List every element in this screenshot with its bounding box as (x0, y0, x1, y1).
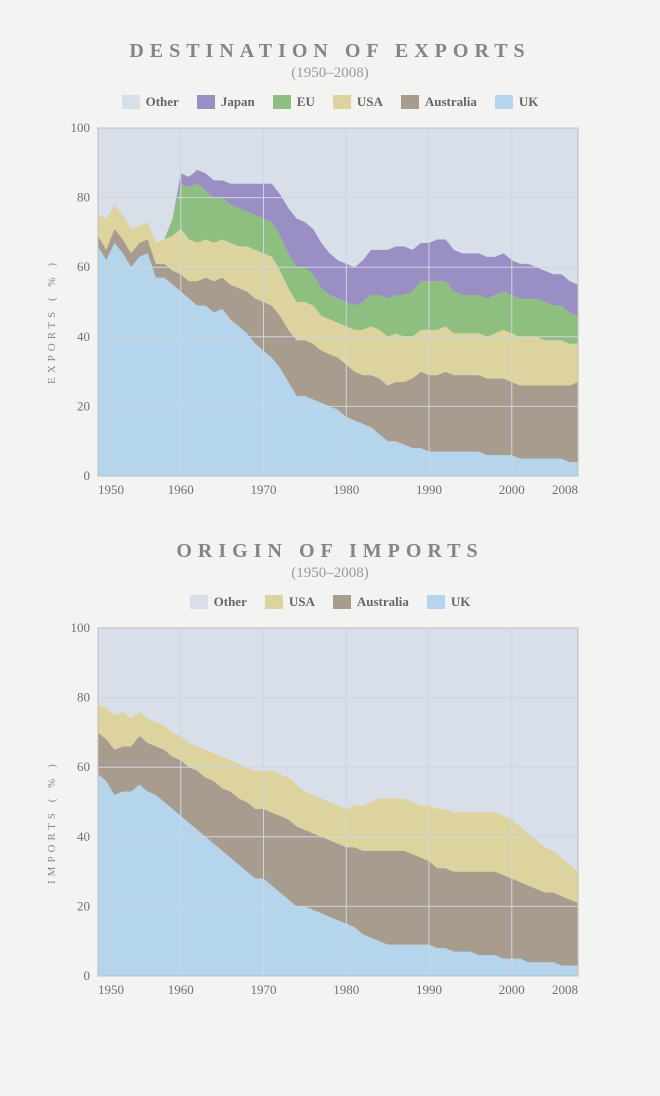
exports-title: DESTINATION OF EXPORTS (40, 40, 620, 63)
svg-text:1970: 1970 (251, 482, 277, 497)
legend-item-australia: Australia (401, 94, 477, 110)
svg-text:2000: 2000 (499, 482, 525, 497)
legend-label: Other (214, 594, 247, 610)
svg-text:0: 0 (84, 968, 91, 983)
exports-plot: 0 20 40 60 80 100 1950 1960 1970 1980 1990 2000 2008 (58, 120, 620, 500)
legend-label: Japan (221, 94, 255, 110)
imports-legend: Other USA Australia UK (40, 594, 620, 610)
legend-swatch (333, 95, 351, 109)
legend-label: UK (519, 94, 539, 110)
svg-text:80: 80 (77, 190, 90, 205)
legend-label: Australia (357, 594, 409, 610)
page: DESTINATION OF EXPORTS (1950–2008) Other… (0, 0, 660, 1080)
legend-swatch (333, 595, 351, 609)
svg-text:100: 100 (71, 120, 91, 135)
exports-chart-block: DESTINATION OF EXPORTS (1950–2008) Other… (40, 40, 620, 500)
exports-legend: Other Japan EU USA Australia UK (40, 94, 620, 110)
legend-swatch (427, 595, 445, 609)
imports-plot: 0 20 40 60 80 100 1950 1960 1970 1980 1990 2000 2008 (58, 620, 620, 1000)
svg-text:20: 20 (77, 898, 90, 913)
svg-text:0: 0 (84, 468, 91, 483)
imports-ylabel: IMPORTS ( % ) (40, 620, 58, 1000)
legend-label: USA (289, 594, 315, 610)
svg-text:1960: 1960 (168, 982, 194, 997)
legend-item-usa: USA (265, 594, 315, 610)
legend-swatch (197, 95, 215, 109)
svg-text:1980: 1980 (333, 982, 359, 997)
svg-text:1960: 1960 (168, 482, 194, 497)
svg-text:20: 20 (77, 398, 90, 413)
legend-label: USA (357, 94, 383, 110)
svg-text:40: 40 (77, 829, 90, 844)
svg-text:1990: 1990 (416, 982, 442, 997)
imports-title: ORIGIN OF IMPORTS (40, 540, 620, 563)
svg-text:1980: 1980 (333, 482, 359, 497)
legend-swatch (122, 95, 140, 109)
legend-label: UK (451, 594, 471, 610)
legend-item-uk: UK (495, 94, 539, 110)
svg-text:1990: 1990 (416, 482, 442, 497)
svg-text:100: 100 (71, 620, 91, 635)
imports-subtitle: (1950–2008) (40, 565, 620, 582)
svg-text:1950: 1950 (98, 982, 124, 997)
exports-ylabel: EXPORTS ( % ) (40, 120, 58, 500)
svg-text:60: 60 (77, 259, 90, 274)
legend-item-eu: EU (273, 94, 315, 110)
legend-item-usa: USA (333, 94, 383, 110)
imports-chart-block: ORIGIN OF IMPORTS (1950–2008) Other USA Au… (40, 540, 620, 1000)
legend-item-other: Other (190, 594, 247, 610)
svg-text:1970: 1970 (251, 982, 277, 997)
legend-swatch (190, 595, 208, 609)
svg-text:1950: 1950 (98, 482, 124, 497)
svg-text:80: 80 (77, 690, 90, 705)
exports-subtitle: (1950–2008) (40, 65, 620, 82)
legend-swatch (273, 95, 291, 109)
legend-item-uk: UK (427, 594, 471, 610)
legend-label: Other (146, 94, 179, 110)
svg-text:60: 60 (77, 759, 90, 774)
legend-item-japan: Japan (197, 94, 255, 110)
legend-swatch (401, 95, 419, 109)
legend-label: Australia (425, 94, 477, 110)
svg-text:2000: 2000 (499, 982, 525, 997)
legend-item-other: Other (122, 94, 179, 110)
svg-text:2008: 2008 (552, 482, 578, 497)
svg-text:2008: 2008 (552, 982, 578, 997)
svg-text:40: 40 (77, 329, 90, 344)
legend-item-australia: Australia (333, 594, 409, 610)
legend-label: EU (297, 94, 315, 110)
legend-swatch (265, 595, 283, 609)
legend-swatch (495, 95, 513, 109)
